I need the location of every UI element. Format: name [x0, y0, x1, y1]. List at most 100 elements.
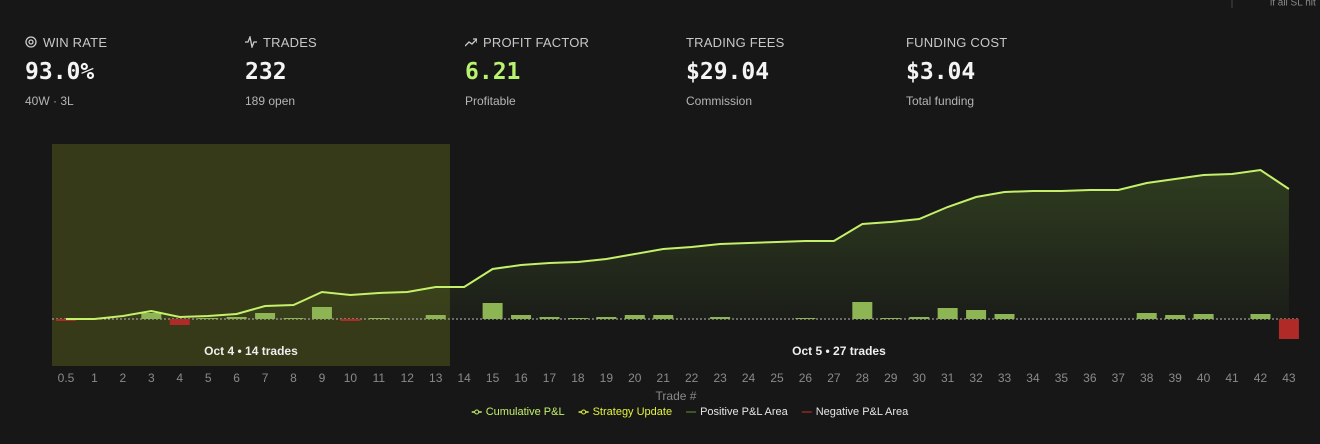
x-tick-label: 38 — [1140, 371, 1154, 385]
x-tick-label: 3 — [148, 371, 155, 385]
trade-bar — [340, 319, 361, 321]
x-tick-label: 1 — [91, 371, 98, 385]
trade-bar — [624, 315, 645, 319]
stat-label: TRADES — [263, 34, 317, 50]
trade-bar — [1278, 319, 1299, 339]
trade-bar — [425, 315, 446, 319]
x-tick-label: 37 — [1112, 371, 1126, 385]
trade-bar — [1136, 313, 1157, 319]
stat-sub: 40W · 3L — [25, 94, 74, 108]
legend-label: Positive P&L Area — [700, 406, 789, 418]
icon — [245, 36, 257, 48]
x-tick-label: 34 — [1026, 371, 1040, 385]
x-tick-label: 21 — [657, 371, 671, 385]
x-tick-label: 32 — [969, 371, 983, 385]
x-tick-label: 31 — [941, 371, 955, 385]
x-tick-label: 36 — [1083, 371, 1097, 385]
x-tick-label: 2 — [120, 371, 127, 385]
x-tick-label: 4 — [176, 371, 183, 385]
trade-bar — [169, 319, 190, 325]
trade-bar — [653, 315, 674, 319]
x-tick-label: 14 — [457, 371, 471, 385]
trade-bar — [567, 318, 588, 319]
x-tick-label: 6 — [233, 371, 240, 385]
trade-bar — [226, 317, 247, 319]
legend-icon — [471, 409, 482, 415]
trade-bar — [852, 302, 873, 319]
x-tick-label: 41 — [1225, 371, 1239, 385]
x-tick-label: 19 — [600, 371, 614, 385]
trade-bar — [1193, 314, 1214, 319]
stat-label-row: WIN RATE — [25, 34, 235, 50]
stat-value: 6.21 — [465, 59, 521, 85]
x-tick-label: 24 — [742, 371, 756, 385]
annotation: Oct 4 • 14 trades — [204, 344, 298, 358]
trade-bar — [937, 308, 958, 319]
legend-marker — [581, 409, 587, 415]
trade-bar — [1250, 314, 1271, 319]
positive-area — [66, 170, 1289, 319]
stat-label: TRADING FEES — [686, 34, 785, 50]
x-tick-label: 8 — [290, 371, 297, 385]
x-axis-label: Trade # — [656, 389, 697, 403]
trade-bar — [368, 318, 389, 319]
x-tick-label: 13 — [429, 371, 443, 385]
x-tick-label: 26 — [799, 371, 813, 385]
stat-sub: Total funding — [906, 94, 975, 108]
x-tick-label: 28 — [856, 371, 870, 385]
stat-card: FUNDING COST $3.04 Total funding — [906, 34, 1116, 109]
trade-bar — [255, 313, 276, 319]
x-tick-label: 17 — [543, 371, 557, 385]
stat-label-row: TRADES — [245, 34, 455, 50]
trade-bar — [482, 303, 503, 319]
trade-bar — [710, 317, 731, 319]
x-tick-label: 15 — [486, 371, 500, 385]
corner-note: if all SL hit — [1270, 0, 1316, 9]
x-tick-label: 43 — [1282, 371, 1296, 385]
icon — [465, 38, 477, 47]
legend-label: Strategy Update — [593, 406, 673, 418]
stat-card: TRADES 232 189 open — [245, 34, 455, 108]
x-tick-label: 23 — [713, 371, 727, 385]
trade-bar — [311, 307, 332, 319]
x-tick-label: 25 — [770, 371, 784, 385]
x-tick-label: 42 — [1254, 371, 1268, 385]
trade-bar — [539, 317, 560, 319]
legend-icon — [578, 409, 589, 415]
x-tick-label: 29 — [884, 371, 898, 385]
stat-card: PROFIT FACTOR 6.21 Profitable — [465, 34, 675, 108]
stat-card: TRADING FEES $29.04 Commission — [686, 34, 896, 109]
stat-label: PROFIT FACTOR — [483, 34, 590, 50]
x-tick-label: 11 — [373, 371, 386, 385]
trade-bar — [596, 317, 617, 319]
trade-bar — [511, 315, 532, 319]
x-tick-label: 20 — [628, 371, 642, 385]
stat-label: WIN RATE — [43, 34, 108, 50]
legend-label: Cumulative P&L — [486, 406, 565, 418]
strategy-highlight — [52, 144, 450, 366]
x-tick-label: 33 — [998, 371, 1012, 385]
legend-label: Negative P&L Area — [816, 406, 909, 418]
trade-bar — [880, 318, 901, 319]
annotation: Oct 5 • 27 trades — [792, 344, 886, 358]
trade-bar — [283, 318, 304, 319]
x-tick-label: 16 — [514, 371, 528, 385]
stat-card: WIN RATE 93.0% 40W · 3L — [25, 34, 235, 109]
trade-bar — [795, 318, 816, 319]
stat-label-row: PROFIT FACTOR — [465, 34, 675, 50]
trade-bar — [994, 314, 1015, 319]
trade-bar — [1165, 315, 1186, 319]
stat-label-row: TRADING FEES — [686, 34, 896, 50]
stat-value: 93.0% — [25, 59, 95, 85]
x-tick-label: 22 — [685, 371, 699, 385]
x-tick-label: 35 — [1055, 371, 1069, 385]
legend-marker — [474, 409, 480, 415]
trade-bar — [198, 318, 219, 319]
x-tick-label: 27 — [827, 371, 841, 385]
x-tick-label: 5 — [205, 371, 212, 385]
stat-sub: Profitable — [465, 94, 516, 108]
stat-sub: Commission — [686, 94, 753, 108]
x-tick-label: 7 — [262, 371, 269, 385]
